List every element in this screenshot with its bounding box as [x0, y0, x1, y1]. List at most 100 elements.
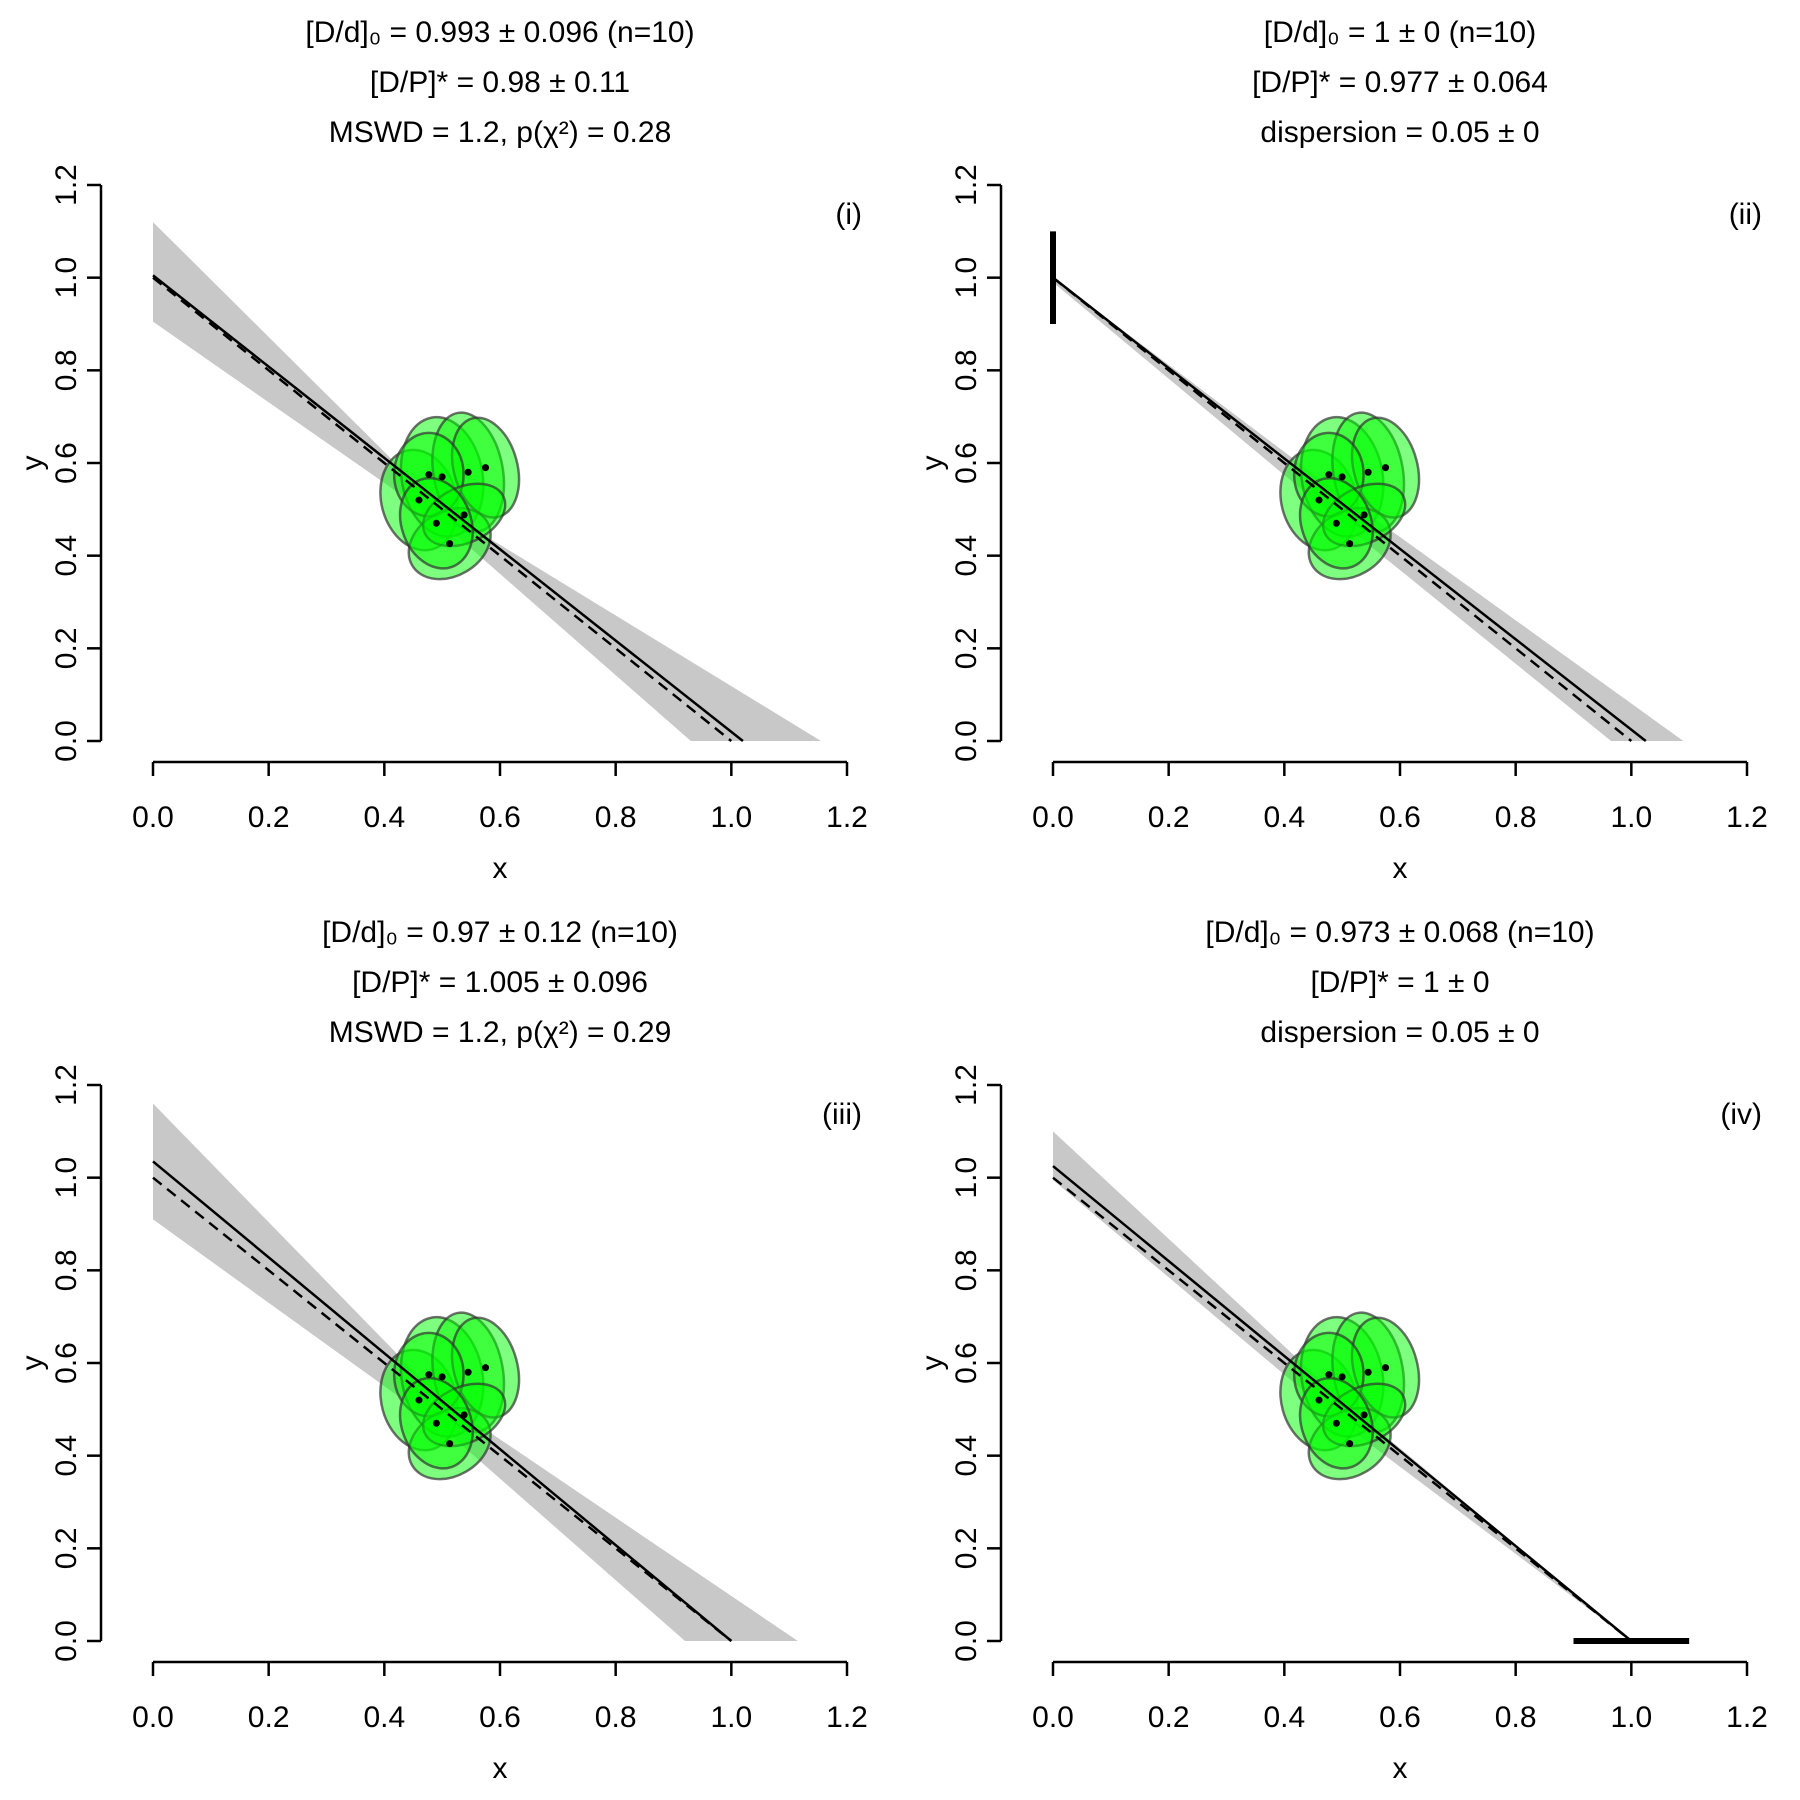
- y-tick-label: 1.0: [50, 257, 83, 299]
- x-tick-label: 0.6: [1379, 801, 1421, 834]
- x-tick-label: 0.4: [363, 801, 405, 834]
- panel: [D/d]₀ = 0.973 ± 0.068 (n=10) [D/P]* = 1 …: [916, 916, 1768, 1785]
- reference-line: [152, 1176, 733, 1642]
- y-tick-label: 0.6: [950, 442, 983, 484]
- x-tick-label: 0.6: [1379, 1701, 1421, 1734]
- y-tick-label: 0.4: [950, 535, 983, 577]
- panel-title: dispersion = 0.05 ± 0: [1260, 116, 1539, 149]
- x-tick-label: 1.0: [1610, 1701, 1652, 1734]
- point: [432, 519, 440, 527]
- point: [425, 471, 433, 479]
- y-tick-label: 1.2: [50, 1064, 83, 1106]
- panel-title: MSWD = 1.2, p(χ²) = 0.28: [329, 116, 672, 149]
- x-tick-label: 0.4: [363, 1701, 405, 1734]
- y-tick-label: 0.4: [950, 1435, 983, 1477]
- point: [1346, 1440, 1354, 1448]
- x-tick-label: 1.2: [1726, 1701, 1768, 1734]
- x-tick-label: 0.4: [1263, 801, 1305, 834]
- panel-title: dispersion = 0.05 ± 0: [1260, 1016, 1539, 1049]
- y-tick-label: 0.0: [950, 1620, 983, 1662]
- y-axis-label: y: [16, 456, 49, 471]
- y-tick-label: 1.0: [950, 257, 983, 299]
- y-tick-label: 1.2: [950, 1064, 983, 1106]
- reference-line: [152, 276, 733, 742]
- x-tick-label: 0.8: [595, 801, 637, 834]
- point: [1364, 468, 1372, 476]
- y-tick-label: 0.2: [50, 1527, 83, 1569]
- point: [432, 1419, 440, 1427]
- y-axis-label: y: [916, 1356, 949, 1371]
- point: [415, 1396, 423, 1404]
- y-tick-label: 0.8: [50, 349, 83, 391]
- point: [446, 540, 454, 548]
- panel-title: MSWD = 1.2, p(χ²) = 0.29: [329, 1016, 672, 1049]
- point: [1338, 1373, 1346, 1381]
- point: [1364, 1368, 1372, 1376]
- panel-title: [D/d]₀ = 0.973 ± 0.068 (n=10): [1205, 916, 1594, 949]
- point: [1315, 496, 1323, 504]
- y-axis-label: y: [16, 1356, 49, 1371]
- y-tick-label: 0.8: [950, 349, 983, 391]
- y-tick-label: 0.6: [50, 1342, 83, 1384]
- x-tick-label: 1.0: [1610, 801, 1652, 834]
- panel: [D/d]₀ = 0.993 ± 0.096 (n=10) [D/P]* = 0.…: [16, 16, 868, 885]
- x-tick-label: 0.0: [1032, 801, 1074, 834]
- point: [425, 1371, 433, 1379]
- point: [1315, 1396, 1323, 1404]
- point: [1332, 1419, 1340, 1427]
- x-tick-label: 0.2: [1148, 801, 1190, 834]
- y-tick-label: 0.0: [50, 720, 83, 762]
- x-tick-label: 0.2: [248, 801, 290, 834]
- panel-label: (iv): [1720, 1098, 1762, 1131]
- panel-title: [D/P]* = 1 ± 0: [1310, 966, 1489, 999]
- x-tick-label: 1.0: [710, 801, 752, 834]
- panel-title: [D/d]₀ = 1 ± 0 (n=10): [1264, 16, 1536, 49]
- panel-title: [D/d]₀ = 0.97 ± 0.12 (n=10): [322, 916, 678, 949]
- x-tick-label: 0.2: [1148, 1701, 1190, 1734]
- fit-line: [152, 274, 744, 742]
- fit-line: [1052, 276, 1647, 742]
- x-tick-label: 0.8: [595, 1701, 637, 1734]
- point: [464, 468, 472, 476]
- point: [1360, 1411, 1368, 1419]
- point: [1346, 540, 1354, 548]
- point: [460, 511, 468, 519]
- y-tick-label: 0.6: [50, 442, 83, 484]
- panel-label: (iii): [822, 1098, 862, 1131]
- x-tick-label: 0.0: [1032, 1701, 1074, 1734]
- x-tick-label: 0.8: [1495, 801, 1537, 834]
- point: [1332, 519, 1340, 527]
- x-tick-label: 0.6: [479, 801, 521, 834]
- x-tick-label: 0.2: [248, 1701, 290, 1734]
- point: [1360, 511, 1368, 519]
- point: [1382, 464, 1390, 472]
- y-tick-label: 0.4: [50, 535, 83, 577]
- panel-title: [D/P]* = 1.005 ± 0.096: [352, 966, 648, 999]
- y-tick-label: 0.2: [50, 627, 83, 669]
- point: [438, 1373, 446, 1381]
- point: [464, 1368, 472, 1376]
- x-tick-label: 1.2: [1726, 801, 1768, 834]
- panel-title: [D/d]₀ = 0.993 ± 0.096 (n=10): [305, 16, 694, 49]
- point: [482, 1364, 490, 1372]
- x-tick-label: 1.2: [826, 1701, 868, 1734]
- x-axis-label: x: [493, 852, 508, 885]
- y-tick-label: 0.2: [950, 627, 983, 669]
- x-tick-label: 1.2: [826, 801, 868, 834]
- reference-line: [1052, 1176, 1633, 1642]
- x-tick-label: 1.0: [710, 1701, 752, 1734]
- y-tick-label: 0.0: [950, 720, 983, 762]
- y-tick-label: 1.0: [50, 1157, 83, 1199]
- x-axis-label: x: [493, 1752, 508, 1785]
- point: [415, 496, 423, 504]
- x-axis-label: x: [1393, 852, 1408, 885]
- reference-line: [1052, 276, 1633, 742]
- x-tick-label: 0.8: [1495, 1701, 1537, 1734]
- point: [1382, 1364, 1390, 1372]
- point: [438, 473, 446, 481]
- y-tick-label: 1.2: [50, 164, 83, 206]
- point: [482, 464, 490, 472]
- y-axis-label: y: [916, 456, 949, 471]
- point: [446, 1440, 454, 1448]
